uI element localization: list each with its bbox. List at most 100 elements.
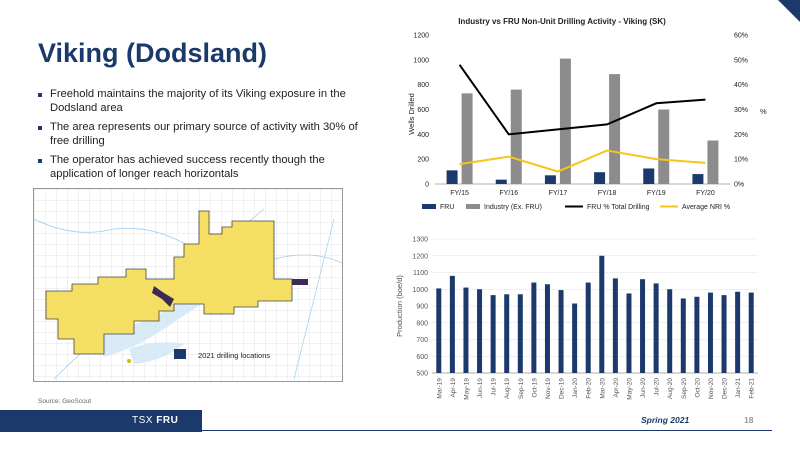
industry-bar (609, 74, 621, 184)
production-bar (544, 284, 550, 373)
x-tick-label: Apr-20 (613, 378, 620, 398)
x-tick-label: Feb-20 (586, 378, 593, 399)
ticker-prefix: TSX (132, 415, 153, 426)
bullet-item: The operator has achieved success recent… (38, 154, 368, 181)
production-chart: Production (boe/d) 500 600 700 800 900 1000 11… (395, 237, 758, 400)
industry-bar (658, 109, 670, 184)
corner-accent (778, 0, 800, 22)
page-number: 18 (744, 415, 754, 425)
well-marker (127, 359, 131, 363)
legend-label: FRU (440, 204, 454, 211)
river-line (293, 218, 335, 380)
y-tick-label: 1100 (413, 270, 428, 277)
industry-bar (510, 89, 522, 184)
x-tick-label: FY/19 (647, 190, 666, 197)
map-legend-label: 2021 drilling locations (198, 351, 270, 360)
x-tick-label: Dec-20 (722, 378, 729, 399)
y2-tick-label: 60% (734, 33, 748, 40)
fru-bar (692, 174, 704, 184)
footer-date: Spring 2021 (641, 415, 690, 425)
fru-bar (446, 170, 458, 184)
production-bar (490, 295, 496, 373)
bullet-list: Freehold maintains the majority of its V… (38, 88, 368, 187)
freehold-land (45, 210, 293, 355)
x-tick-label: May-20 (626, 378, 633, 400)
legend-swatch (466, 204, 480, 209)
legend-swatch (422, 204, 436, 209)
fru-bar (594, 172, 606, 184)
x-tick-label: Jun-19 (477, 378, 484, 398)
y-tick-label: 500 (416, 371, 428, 378)
x-tick-label: Sep-20 (681, 378, 688, 399)
y-axis-label: Wells Drilled (407, 93, 416, 135)
y-tick-label: 200 (417, 157, 429, 164)
x-tick-label: Dec-19 (559, 378, 566, 399)
footer-line (202, 430, 772, 431)
industry-bar (707, 140, 719, 184)
nri-line (459, 149, 706, 173)
source-note: Source: GeoScout (38, 398, 92, 405)
y-tick-label: 1200 (413, 33, 429, 40)
production-bar (531, 282, 537, 373)
production-bar (707, 292, 713, 373)
industry-bar (559, 58, 571, 184)
x-tick-label: FY/17 (549, 190, 568, 197)
x-tick-label: Sep-19 (518, 378, 525, 399)
slide-title: Viking (Dodsland) (38, 38, 268, 68)
legend-swatch (174, 349, 186, 359)
y-tick-label: 800 (416, 320, 428, 327)
water-area (129, 342, 184, 364)
area-map: 2021 drilling locations (33, 188, 343, 382)
production-bar (721, 295, 727, 373)
drilling-activity-chart: Industry vs FRU Non-Unit Drilling Activi… (407, 17, 767, 211)
x-tick-label: Feb-21 (749, 378, 756, 399)
legend-label: Industry (Ex. FRU) (484, 204, 542, 211)
x-tick-label: Jan-21 (735, 378, 742, 398)
production-bar (477, 289, 483, 373)
drilling-cluster (292, 279, 308, 285)
production-bar (612, 278, 618, 373)
y2-tick-label: 20% (734, 132, 748, 139)
map-graphic: 2021 drilling locations (34, 189, 342, 381)
y2-tick-label: 30% (734, 107, 748, 114)
x-tick-label: Nov-20 (708, 378, 715, 399)
x-tick-label: Nov-19 (545, 378, 552, 399)
production-bar (694, 296, 700, 373)
x-tick-label: FY/15 (450, 190, 469, 197)
y-tick-label: 600 (417, 107, 429, 114)
x-tick-label: Jul-19 (491, 378, 498, 396)
y-tick-label: 600 (416, 354, 428, 361)
production-bar (667, 289, 673, 373)
y-tick-label: 1000 (412, 287, 428, 294)
x-tick-label: Oct-19 (531, 378, 538, 398)
production-bar (436, 288, 442, 373)
y-tick-label: 700 (416, 337, 428, 344)
y-tick-label: 800 (417, 82, 429, 89)
ticker-symbol: FRU (156, 415, 179, 426)
fru-bar (643, 168, 655, 184)
x-tick-label: Apr-19 (450, 378, 457, 398)
fru-share-line (458, 64, 706, 136)
x-tick-label: Jun-20 (640, 378, 647, 398)
production-bar (572, 303, 578, 373)
production-bar (735, 291, 741, 373)
x-tick-label: FY/16 (499, 190, 518, 197)
y-tick-label: 1300 (412, 237, 428, 244)
footer-band (0, 410, 202, 432)
bullet-item: The area represents our primary source o… (38, 121, 368, 148)
x-tick-label: FY/20 (696, 190, 715, 197)
production-bar (463, 287, 469, 373)
production-bar (748, 292, 754, 373)
y-tick-label: 1000 (413, 57, 429, 64)
drilling-cluster (152, 286, 174, 307)
production-bar (599, 255, 605, 373)
y-axis-label: Production (boe/d) (395, 275, 404, 337)
y-tick-label: 900 (416, 304, 428, 311)
chart-title: Industry vs FRU Non-Unit Drilling Activi… (458, 17, 666, 26)
y-tick-label: 400 (417, 132, 429, 139)
y2-tick-label: 0% (734, 182, 744, 189)
industry-bar (461, 93, 473, 184)
production-bar (640, 279, 646, 373)
x-tick-label: May-19 (463, 378, 470, 400)
production-bar (504, 294, 510, 373)
